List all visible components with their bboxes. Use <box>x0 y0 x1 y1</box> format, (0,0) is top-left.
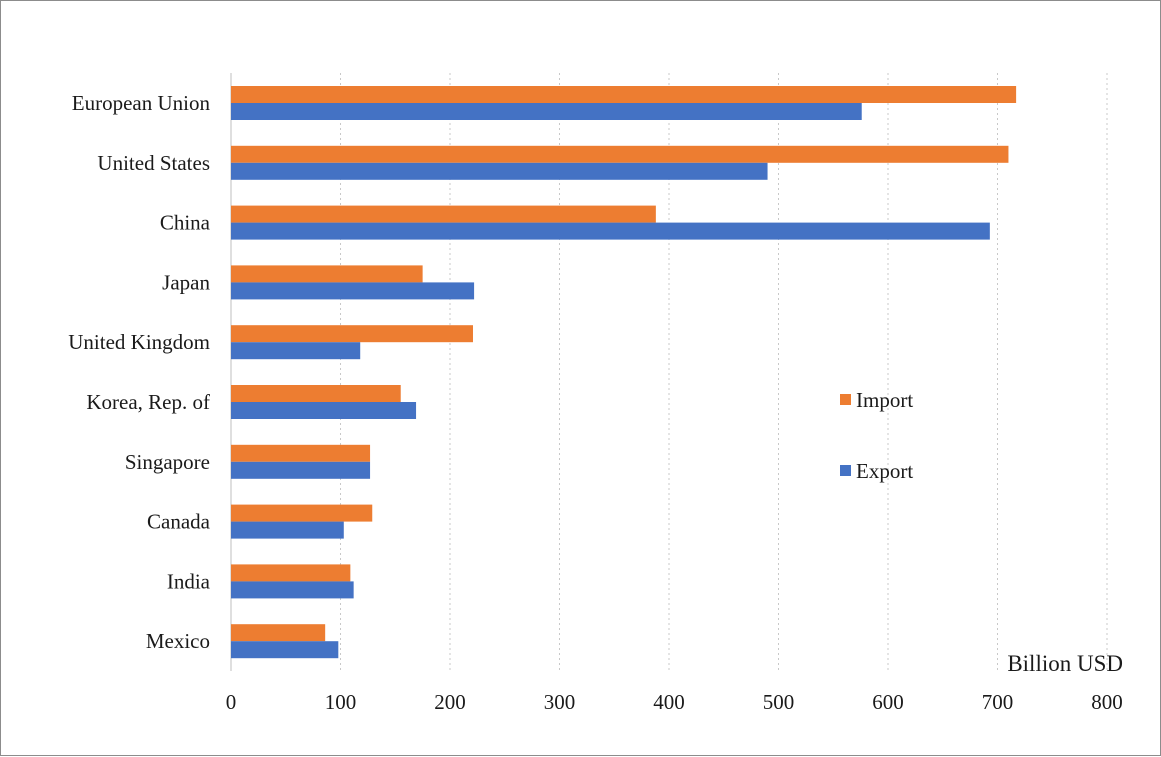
x-tick-label: 400 <box>653 690 685 714</box>
bars <box>231 86 1017 659</box>
category-label: China <box>160 211 211 235</box>
bar-export <box>231 222 990 240</box>
x-tick-label: 800 <box>1091 690 1123 714</box>
bar-import <box>231 444 371 462</box>
legend-swatch-import <box>840 394 851 405</box>
bar-import <box>231 564 351 582</box>
bar-import <box>231 504 373 522</box>
x-tick-label: 600 <box>872 690 904 714</box>
category-label: Japan <box>162 270 210 294</box>
bar-export <box>231 103 862 120</box>
x-tick-label: 500 <box>763 690 795 714</box>
bar-export <box>231 461 371 479</box>
x-tick-label: 700 <box>982 690 1014 714</box>
category-label: Korea, Rep. of <box>86 390 210 414</box>
bar-import <box>231 86 1017 103</box>
legend-label-export: Export <box>856 459 913 483</box>
x-tick-label: 200 <box>434 690 466 714</box>
legend: Import Export <box>840 388 913 483</box>
category-label: India <box>167 569 211 593</box>
bar-import <box>231 325 473 343</box>
category-label: European Union <box>72 91 211 115</box>
category-label: Canada <box>147 510 211 534</box>
unit-label: Billion USD <box>1007 651 1123 676</box>
bar-export <box>231 521 344 539</box>
bar-import <box>231 385 401 402</box>
bar-export <box>231 641 339 659</box>
bar-import <box>231 205 656 223</box>
category-label: Mexico <box>146 629 210 653</box>
category-label: United Kingdom <box>68 330 210 354</box>
x-tick-labels: 0 100 200 300 400 500 600 700 800 <box>226 690 1123 714</box>
category-label: Singapore <box>125 450 210 474</box>
category-label: United States <box>97 151 210 175</box>
bar-export <box>231 342 361 360</box>
legend-label-import: Import <box>856 388 913 412</box>
bar-import <box>231 145 1009 163</box>
x-tick-label: 300 <box>544 690 576 714</box>
bar-export <box>231 402 417 419</box>
x-tick-label: 100 <box>325 690 357 714</box>
category-labels: European Union United States China Japan Uni… <box>68 91 210 653</box>
bar-import <box>231 624 326 642</box>
bar-export <box>231 162 768 180</box>
bar-export <box>231 282 475 300</box>
bar-export <box>231 581 354 599</box>
x-tick-label: 0 <box>226 690 237 714</box>
bar-import <box>231 265 423 283</box>
legend-swatch-export <box>840 465 851 476</box>
